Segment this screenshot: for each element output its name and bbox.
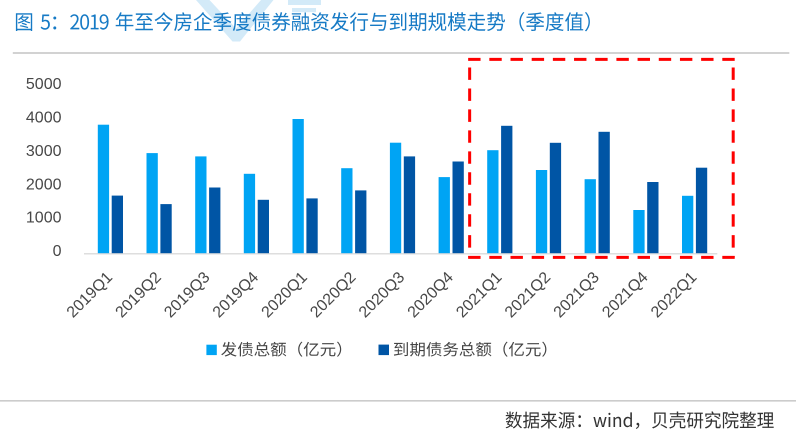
- svg-text:5000: 5000: [26, 76, 62, 93]
- svg-text:4000: 4000: [26, 110, 62, 127]
- svg-text:0: 0: [53, 243, 62, 260]
- svg-text:3000: 3000: [26, 143, 62, 160]
- svg-text:1000: 1000: [26, 210, 62, 227]
- svg-text:2000: 2000: [26, 176, 62, 193]
